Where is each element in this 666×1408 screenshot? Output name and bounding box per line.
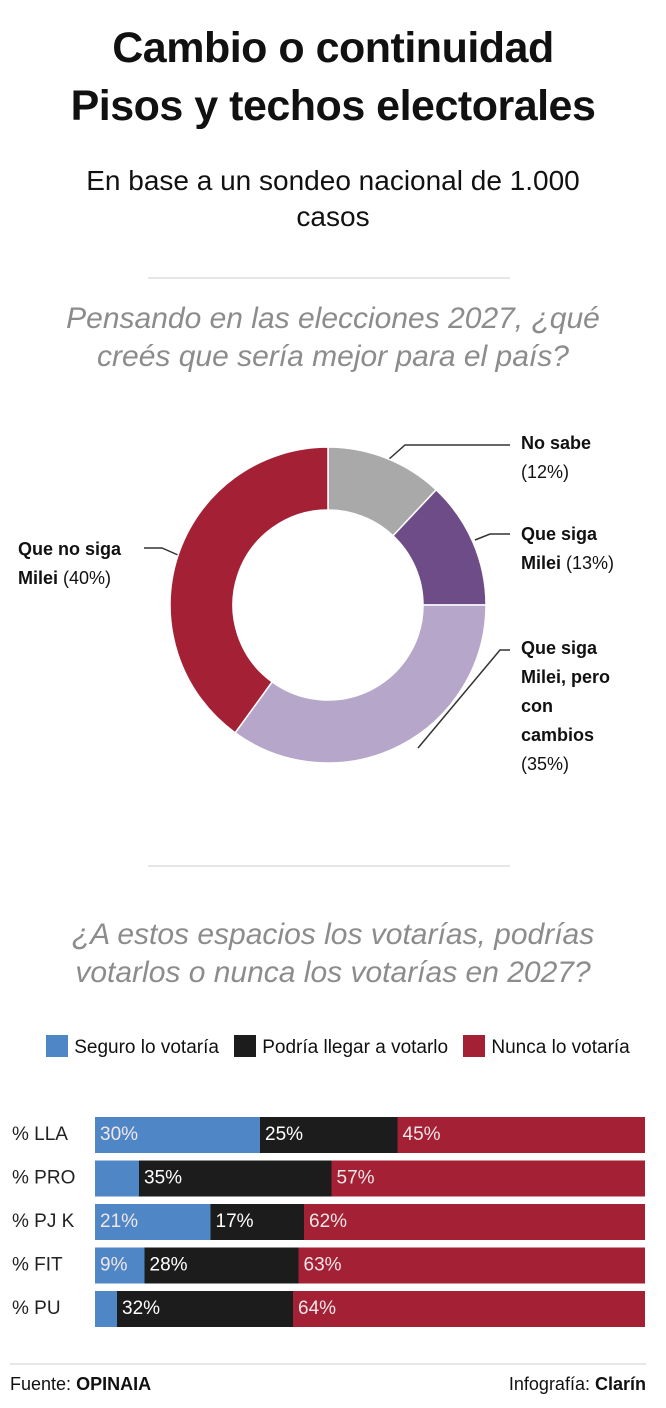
legend-label: Podría llegar a votarlo [262, 1037, 449, 1058]
bar-segment [210, 1204, 304, 1240]
title: Cambio o continuidad [112, 24, 554, 72]
bar-segment [397, 1117, 645, 1153]
bar-segment [331, 1160, 645, 1197]
legend-item: Seguro lo votaría [36, 1035, 219, 1058]
donut-slice [234, 604, 487, 764]
category: Que siga Milei, pero con cambios [521, 638, 611, 745]
leader-lines [144, 444, 510, 749]
bar-segment [293, 1291, 645, 1327]
bar-segment [260, 1117, 398, 1153]
value-label: 35% [144, 1168, 182, 1189]
value-label: 30% [100, 1124, 138, 1145]
question: Pensando en las elecciones 2027, ¿qué cr… [66, 302, 600, 373]
legend-label: Nunca lo votaría [491, 1037, 630, 1058]
category-label: % FIT [12, 1255, 63, 1276]
value-label: 21% [100, 1211, 138, 1232]
category-label: % PJ K [12, 1211, 75, 1232]
bar-segment [95, 1117, 260, 1153]
legend-swatch [234, 1035, 257, 1057]
bar-segment [304, 1204, 645, 1240]
value-label: (35%) [521, 754, 570, 774]
source-label: Fuente: [10, 1374, 72, 1394]
value-label: 32% [122, 1298, 160, 1319]
value-label: 64% [298, 1298, 336, 1319]
bar-segment [298, 1247, 645, 1284]
category-label: % LLA [12, 1124, 68, 1145]
legend-swatch [463, 1035, 486, 1057]
value-label: 63% [304, 1255, 342, 1276]
question: ¿A estos espacios los votarías, podrías … [71, 918, 595, 989]
value-label: (40%) [63, 568, 112, 588]
legend-item: Podría llegar a votarlo [224, 1035, 449, 1058]
category: No sabe [521, 433, 592, 453]
credit-name: Clarín [594, 1374, 646, 1394]
value-label: 9% [100, 1255, 128, 1276]
bar-segment [95, 1247, 145, 1284]
value-label: 25% [265, 1124, 303, 1145]
donut-label: Que siga Milei, pero con cambios (35%) [521, 634, 625, 779]
source-name: OPINAIA [76, 1374, 152, 1394]
category: Que siga Milei [521, 524, 598, 573]
value-label: 62% [309, 1211, 347, 1232]
value-label: (13%) [566, 553, 615, 573]
credit: Infografía: Clarín [509, 1374, 646, 1395]
subtitle: En base a un sondeo nacional de 1.000 ca… [86, 165, 580, 232]
value-label: (12%) [521, 462, 570, 482]
value-label: 28% [150, 1255, 188, 1276]
legend: Seguro lo votaría Podría llegar a votarl… [10, 1031, 656, 1065]
bar-segment [117, 1291, 293, 1327]
category: Que no siga Milei [18, 539, 122, 588]
value-label: 17% [216, 1211, 254, 1232]
bar-segment [95, 1160, 139, 1197]
donut-label: Que siga Milei (13%) [521, 520, 636, 578]
legend-label: Seguro lo votaría [74, 1037, 219, 1058]
category-label: % PU [12, 1298, 61, 1319]
value-label: 57% [337, 1168, 375, 1189]
value-label: 45% [403, 1124, 441, 1145]
donut-label: No sabe (12%) [521, 429, 651, 487]
category-label: % PRO [12, 1168, 75, 1189]
donut-label: Que no siga Milei (40%) [18, 535, 143, 593]
legend-swatch [46, 1035, 69, 1057]
credit-label: Infografía: [508, 1374, 590, 1394]
bar-segment [139, 1160, 332, 1197]
bar-segment [95, 1204, 211, 1240]
donut-slice [169, 446, 329, 734]
title: Pisos y techos electorales [70, 82, 596, 130]
bar-segment [144, 1247, 299, 1284]
source: Fuente: OPINAIA [10, 1374, 151, 1395]
legend-item: Nunca lo votaría [453, 1035, 630, 1058]
bar-segment [95, 1291, 117, 1327]
